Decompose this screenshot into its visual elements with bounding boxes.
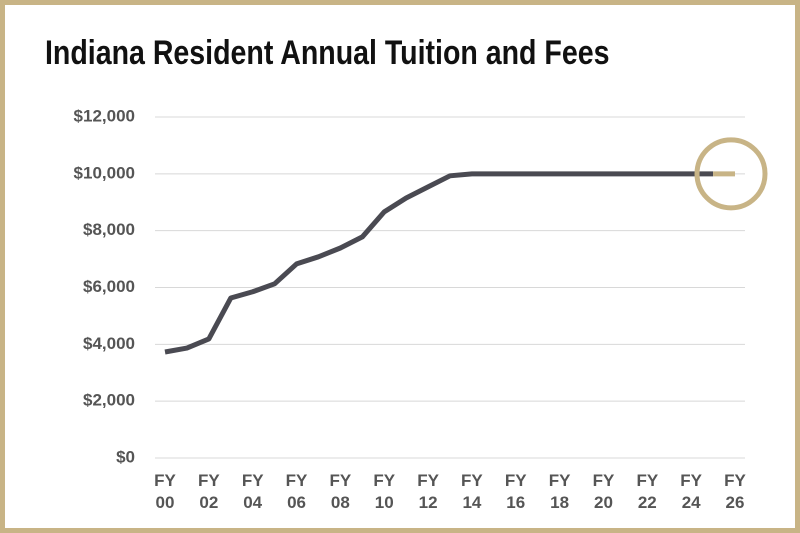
x-tick-label: FY 06 <box>286 471 308 512</box>
x-tick-label: FY 24 <box>680 471 702 512</box>
line-series <box>164 171 714 355</box>
x-tick-label: FY 20 <box>593 471 615 512</box>
x-tick-label: FY 22 <box>636 471 658 512</box>
y-tick-label: $8,000 <box>83 220 135 239</box>
x-tick-label: FY 14 <box>461 471 483 512</box>
x-tick-label: FY 16 <box>505 471 527 512</box>
x-tick-label: FY 18 <box>549 471 571 512</box>
x-tick-label: FY 02 <box>198 471 220 512</box>
y-tick-label: $10,000 <box>74 163 135 182</box>
y-tick-label: $4,000 <box>83 334 135 353</box>
x-tick-label: FY 12 <box>417 471 439 512</box>
x-tick-label: FY 00 <box>154 471 176 512</box>
y-tick-label: $6,000 <box>83 277 135 296</box>
chart-title: Indiana Resident Annual Tuition and Fees <box>45 34 609 72</box>
x-tick-label: FY 04 <box>242 471 264 512</box>
y-tick-label: $0 <box>116 447 135 466</box>
highlight-ring <box>694 137 768 211</box>
y-tick-label: $12,000 <box>74 106 135 125</box>
x-tick-label: FY 08 <box>330 471 352 512</box>
x-tick-label: FY 26 <box>724 471 746 512</box>
y-tick-label: $2,000 <box>83 391 135 410</box>
x-tick-label: FY 10 <box>373 471 395 512</box>
